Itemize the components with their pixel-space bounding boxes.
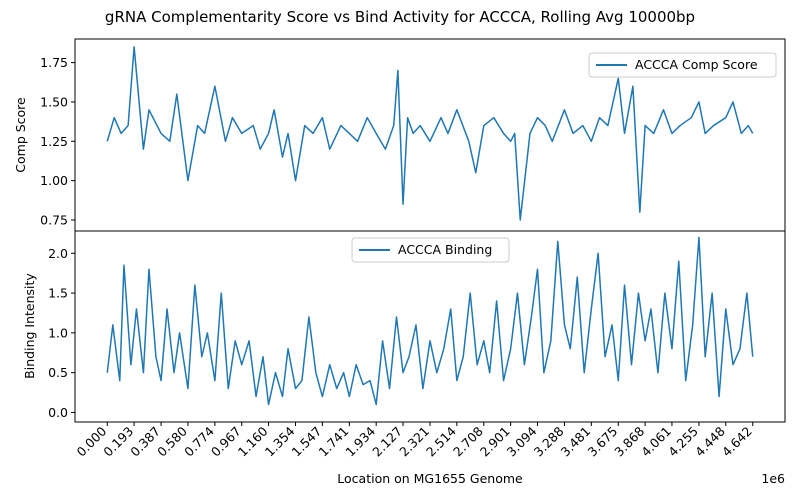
binding-y-ticks: 0.0 0.5 1.0 1.5 2.0 (48, 246, 75, 420)
comp-score-legend: ACCCA Comp Score (588, 52, 777, 78)
comp-score-series-line (106, 46, 754, 221)
comp-score-y-tick-label: 1.50 (40, 94, 68, 109)
binding-legend-label: ACCCA Binding (398, 242, 492, 257)
binding-y-axis-label: Binding Intensity (22, 273, 37, 379)
comp-score-y-tick-label: 1.75 (40, 55, 68, 70)
comp-score-y-tick-label: 1.00 (40, 173, 68, 188)
figure-title: gRNA Complementarity Score vs Bind Activ… (105, 8, 695, 26)
comp-score-y-tick-label: 1.25 (40, 134, 68, 149)
binding-axes-frame (74, 230, 786, 423)
comp-score-y-ticks: 0.75 1.00 1.25 1.50 1.75 (40, 55, 75, 227)
comp-score-y-tick-label: 0.75 (40, 212, 68, 227)
x-axis-label: Location on MG1655 Genome (337, 471, 523, 486)
binding-y-tick-label: 2.0 (48, 246, 68, 261)
x-axis-offset-label: 1e6 (761, 471, 785, 486)
binding-series-group (106, 236, 754, 406)
comp-score-axes: 0.75 1.00 1.25 1.50 1.75 Comp Score ACCCA Co… (13, 38, 786, 232)
comp-score-y-axis-label: Comp Score (13, 97, 28, 173)
comp-score-legend-box (588, 52, 777, 78)
comp-score-series-group (106, 46, 754, 221)
comp-score-legend-label: ACCCA Comp Score (635, 57, 758, 72)
binding-y-tick-label: 0.0 (48, 405, 68, 420)
binding-y-tick-label: 0.5 (48, 365, 68, 380)
binding-legend-box (351, 237, 510, 263)
binding-series-line (106, 236, 754, 406)
binding-y-tick-label: 1.5 (48, 286, 68, 301)
binding-y-tick-label: 1.0 (48, 325, 68, 340)
binding-legend: ACCCA Binding (351, 237, 510, 263)
